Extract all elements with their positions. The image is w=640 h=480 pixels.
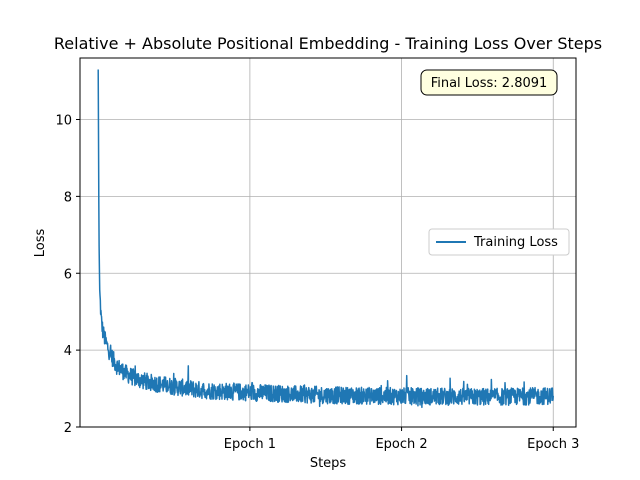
y-tick-label: 2 xyxy=(64,421,72,436)
x-tick-label: Epoch 1 xyxy=(224,437,276,452)
chart-title: Relative + Absolute Positional Embedding… xyxy=(54,34,602,53)
legend-label-training-loss: Training Loss xyxy=(473,235,558,250)
legend: Training Loss xyxy=(428,228,570,256)
x-tick-label: Epoch 2 xyxy=(375,437,427,452)
plot-frame xyxy=(79,57,577,428)
y-axis-title: Loss xyxy=(33,229,48,258)
annotation-box xyxy=(420,69,558,96)
final-loss-annotation: Final Loss: 2.8091 xyxy=(420,69,558,96)
y-tick-label: 6 xyxy=(64,267,72,282)
legend-box xyxy=(428,228,570,256)
x-axis-ticks: Epoch 1 Epoch 2 Epoch 3 xyxy=(224,427,579,452)
series-line-training-loss xyxy=(97,69,554,409)
x-tick-label: Epoch 3 xyxy=(527,437,579,452)
grid xyxy=(80,58,576,428)
x-axis-title: Steps xyxy=(310,456,347,471)
y-tick-label: 8 xyxy=(64,190,72,205)
y-axis-ticks: 2 4 6 8 10 xyxy=(55,114,80,436)
y-tick-label: 10 xyxy=(55,114,72,129)
series-layer xyxy=(97,69,554,409)
y-tick-label: 4 xyxy=(64,344,72,359)
annotation-text: Final Loss: 2.8091 xyxy=(431,76,548,91)
